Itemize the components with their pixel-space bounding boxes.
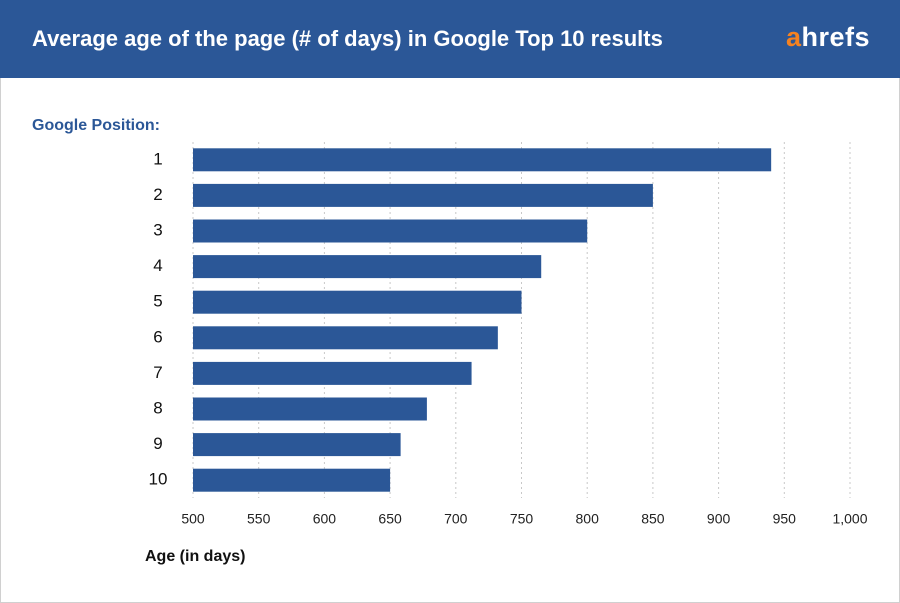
header-band (0, 0, 900, 78)
bar (193, 183, 653, 207)
y-tick-label: 5 (153, 292, 162, 311)
x-tick-label: 700 (444, 511, 468, 527)
x-tick-label: 800 (576, 511, 600, 527)
y-tick-label: 8 (153, 398, 162, 417)
y-tick-label: 2 (153, 185, 162, 204)
y-tick-label: 7 (153, 363, 162, 382)
y-tick-label: 9 (153, 434, 162, 453)
y-tick-label: 4 (153, 256, 162, 275)
x-tick-label: 900 (707, 511, 731, 527)
x-tick-label: 750 (510, 511, 534, 527)
bar (193, 219, 588, 243)
x-tick-label: 550 (247, 511, 271, 527)
x-tick-label: 650 (378, 511, 402, 527)
x-tick-label: 500 (181, 511, 205, 527)
bar (193, 468, 391, 492)
x-axis-label: Age (in days) (145, 548, 245, 565)
logo: ahrefs (785, 22, 870, 52)
y-tick-label: 3 (153, 220, 162, 239)
x-tick-label: 600 (313, 511, 337, 527)
y-tick-label: 6 (153, 327, 162, 346)
x-tick-label: 1,000 (832, 511, 867, 527)
y-tick-label: 10 (149, 470, 168, 489)
x-tick-label: 950 (773, 511, 797, 527)
y-axis-label: Google Position: (32, 117, 160, 134)
bar (193, 433, 401, 457)
y-tick-label: 1 (153, 149, 162, 168)
bar (193, 290, 522, 314)
bar (193, 397, 427, 421)
bar (193, 148, 772, 172)
x-tick-label: 850 (641, 511, 665, 527)
bar (193, 255, 542, 279)
bar (193, 361, 472, 385)
chart-title: Average age of the page (# of days) in G… (32, 26, 663, 51)
bar (193, 326, 498, 350)
